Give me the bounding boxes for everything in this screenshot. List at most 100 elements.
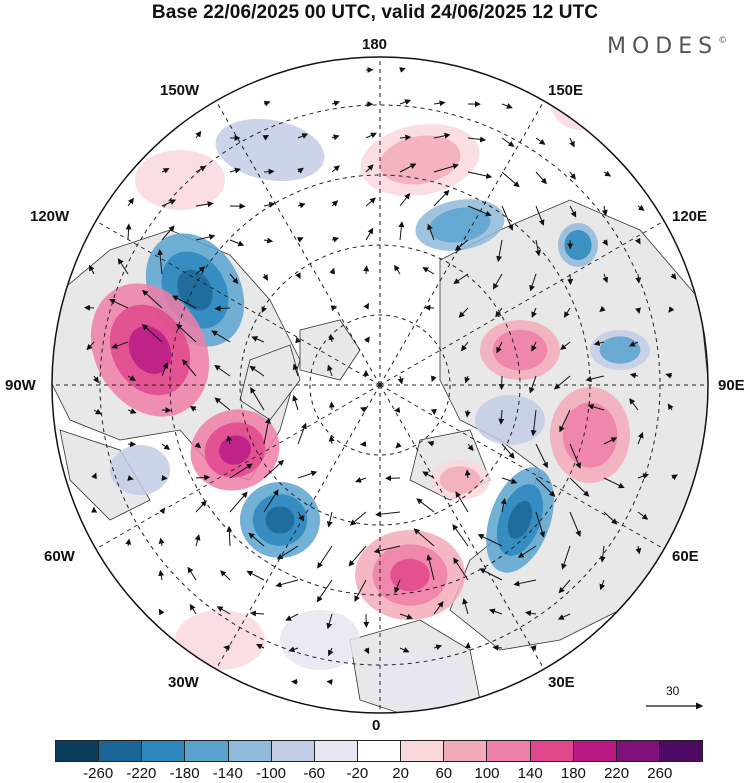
wind-vector <box>569 511 581 537</box>
wind-vector <box>226 435 233 445</box>
wind-vector <box>635 545 642 555</box>
label-lon-60e: 60E <box>672 548 699 565</box>
meridian-line <box>379 219 667 386</box>
meridian-line <box>93 219 381 386</box>
colorbar-swatch <box>98 741 142 761</box>
wind-vector <box>295 272 301 280</box>
label-lon-60w: 60W <box>44 548 75 565</box>
wind-vector <box>531 307 537 318</box>
wind-vector <box>182 359 197 377</box>
wind-vector <box>393 407 401 413</box>
wind-vector <box>158 608 165 616</box>
colorbar-swatch <box>443 741 487 761</box>
colorbar-swatch <box>56 741 99 761</box>
anomaly-contour <box>492 329 548 371</box>
wind-vector <box>127 197 134 207</box>
wind-vector <box>363 265 370 275</box>
wind-vector <box>427 223 435 241</box>
anomaly-contour <box>507 501 533 539</box>
latitude-circle <box>309 314 451 456</box>
wind-vector <box>500 498 507 513</box>
wind-vector <box>275 579 299 588</box>
wind-vector <box>255 644 265 650</box>
label-lon-150w: 150W <box>160 82 200 99</box>
wind-vector <box>529 273 537 292</box>
wind-vector <box>161 168 170 174</box>
wind-vector <box>250 610 265 617</box>
label-lon-30w: 30W <box>168 674 199 691</box>
colorbar-tick-label: -180 <box>169 765 200 782</box>
wind-vector <box>109 298 129 309</box>
colorbar-ticks: -260 -220 -180 -140 -100 -60 -20 20 60 100 140 180 2… <box>55 765 703 783</box>
wind-vector <box>329 267 336 275</box>
wind-vector <box>399 163 417 173</box>
wind-vector <box>194 442 202 449</box>
wind-vector <box>563 307 571 318</box>
wind-vector <box>530 645 537 651</box>
wind-vector <box>531 341 537 352</box>
wind-vector <box>495 307 503 318</box>
wind-vector <box>355 477 367 483</box>
wind-vector <box>433 644 443 651</box>
wind-vector <box>246 570 265 581</box>
wind-vector <box>176 323 197 343</box>
anomaly-contour <box>429 207 491 243</box>
wind-vector <box>593 340 605 346</box>
wind-vector <box>501 171 520 188</box>
wind-vector <box>433 163 459 173</box>
wind-vector <box>464 469 471 479</box>
wind-vector <box>667 403 674 411</box>
wind-vector <box>498 409 505 425</box>
anomaly-contour <box>128 326 172 374</box>
wind-vector <box>88 264 95 275</box>
wind-vector <box>416 498 435 513</box>
wind-vector <box>501 137 515 147</box>
wind-vector <box>127 375 136 381</box>
wind-vector <box>492 273 503 290</box>
wind-vector <box>158 537 165 547</box>
wind-vector <box>263 168 275 175</box>
wind-vector <box>524 610 537 617</box>
wind-vector <box>464 375 471 384</box>
wind-vector <box>161 443 171 450</box>
anomaly-contour <box>265 506 295 534</box>
brand-logo: MODES© <box>607 34 728 59</box>
wind-vector <box>671 474 678 481</box>
wind-vector <box>670 273 677 280</box>
anomaly-contour <box>370 650 470 710</box>
wind-vector <box>599 579 606 591</box>
wind-vector <box>328 435 335 445</box>
wind-vector <box>161 199 177 207</box>
wind-vector <box>117 258 129 275</box>
wind-vector <box>501 205 514 231</box>
label-lon-150e: 150E <box>548 82 584 99</box>
meridian-line <box>214 384 381 672</box>
wind-vector <box>219 570 231 581</box>
map-boundary <box>51 56 709 714</box>
wind-vector <box>194 534 201 547</box>
wind-vector <box>467 171 493 179</box>
wind-vector <box>195 130 202 139</box>
wind-vector <box>262 273 268 281</box>
anomaly-contour <box>475 395 545 445</box>
colorbar-swatch <box>270 741 314 761</box>
wind-vector <box>327 364 333 377</box>
label-lon-90e: 90E <box>718 377 745 394</box>
wind-vector <box>316 579 333 603</box>
wind-vector <box>297 202 306 209</box>
wind-vector <box>189 603 197 615</box>
wind-vector <box>517 545 537 558</box>
wind-vector <box>331 134 340 141</box>
wind-vector <box>569 443 581 469</box>
wind-vector <box>634 237 641 245</box>
wind-vector <box>394 264 401 275</box>
wind-vector <box>558 579 571 594</box>
wind-vector <box>363 302 370 310</box>
wind-vector <box>557 613 571 620</box>
wind-vector <box>326 511 333 528</box>
label-lon-120w: 120W <box>30 208 70 225</box>
label-lon-120e: 120E <box>672 208 708 225</box>
wind-vector <box>328 647 334 657</box>
meridian-line <box>214 98 381 386</box>
label-lon-90w: 90W <box>5 377 36 394</box>
